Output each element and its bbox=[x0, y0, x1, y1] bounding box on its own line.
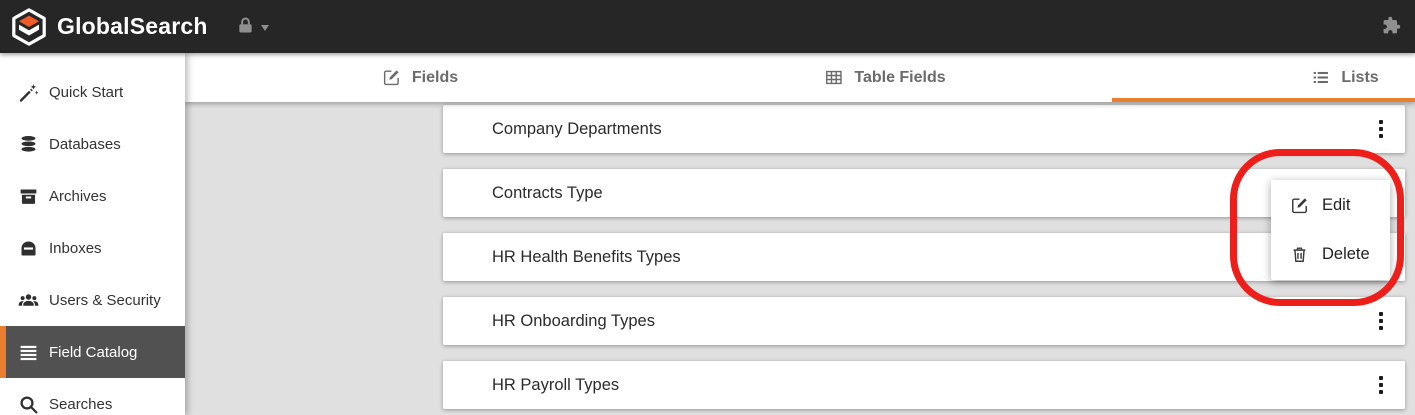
list-icon bbox=[1311, 68, 1330, 87]
sidebar: Quick Start Databases Archives bbox=[0, 53, 185, 415]
wand-icon bbox=[18, 82, 39, 103]
list-item-label: HR Payroll Types bbox=[492, 375, 620, 394]
tab-label: Table Fields bbox=[854, 68, 946, 86]
menu-item-delete[interactable]: Delete bbox=[1271, 230, 1390, 279]
sidebar-item-label: Quick Start bbox=[49, 83, 124, 101]
menu-item-label: Delete bbox=[1322, 245, 1370, 263]
sidebar-item-users-security[interactable]: Users & Security bbox=[0, 274, 185, 326]
lock-icon bbox=[235, 15, 256, 39]
tab-table-fields[interactable]: Table Fields bbox=[824, 53, 946, 102]
row-menu-button[interactable] bbox=[1367, 111, 1395, 147]
list-item[interactable]: HR Onboarding Types bbox=[443, 297, 1405, 345]
inbox-icon bbox=[18, 238, 39, 259]
sidebar-item-label: Archives bbox=[49, 187, 107, 205]
edit-icon bbox=[382, 68, 401, 87]
topbar: GlobalSearch bbox=[0, 0, 1415, 53]
list-item-label: Contracts Type bbox=[492, 183, 603, 202]
table-icon bbox=[824, 68, 843, 87]
sidebar-item-label: Users & Security bbox=[49, 291, 161, 309]
lock-menu-button[interactable] bbox=[235, 15, 269, 39]
list-item-label: HR Health Benefits Types bbox=[492, 247, 681, 266]
active-tab-indicator bbox=[1112, 98, 1415, 102]
list-item[interactable]: HR Health Benefits Types bbox=[443, 233, 1405, 281]
menu-item-label: Edit bbox=[1322, 196, 1351, 214]
sidebar-item-quick-start[interactable]: Quick Start bbox=[0, 66, 185, 118]
edit-icon bbox=[1290, 196, 1309, 215]
caret-down-icon bbox=[260, 25, 269, 31]
list-icon bbox=[18, 342, 39, 363]
sidebar-item-label: Databases bbox=[49, 135, 121, 153]
users-icon bbox=[18, 290, 39, 311]
menu-item-edit[interactable]: Edit bbox=[1271, 181, 1390, 230]
list-item[interactable]: Company Departments bbox=[443, 105, 1405, 153]
lists-panel: Company Departments Contracts Type HR He… bbox=[185, 102, 1415, 415]
tabbar: Fields Table Fields Lists bbox=[185, 53, 1415, 102]
brand[interactable]: GlobalSearch bbox=[10, 7, 208, 46]
list-item-label: HR Onboarding Types bbox=[492, 311, 655, 330]
list-item[interactable]: HR Payroll Types bbox=[443, 361, 1405, 409]
sidebar-item-field-catalog[interactable]: Field Catalog bbox=[0, 326, 185, 378]
context-menu: Edit Delete bbox=[1271, 180, 1390, 280]
tab-fields[interactable]: Fields bbox=[382, 53, 458, 102]
row-menu-button[interactable] bbox=[1367, 367, 1395, 403]
trash-icon bbox=[1290, 245, 1309, 264]
row-menu-button[interactable] bbox=[1367, 303, 1395, 339]
search-icon bbox=[18, 394, 39, 415]
sidebar-item-label: Inboxes bbox=[49, 239, 102, 257]
sidebar-item-label: Field Catalog bbox=[49, 343, 138, 361]
database-icon bbox=[18, 134, 39, 155]
sidebar-item-searches[interactable]: Searches bbox=[0, 378, 185, 415]
tab-label: Lists bbox=[1341, 68, 1379, 86]
tab-lists[interactable]: Lists bbox=[1311, 53, 1379, 102]
extensions-button[interactable] bbox=[1382, 16, 1401, 38]
sidebar-item-archives[interactable]: Archives bbox=[0, 170, 185, 222]
brand-name: GlobalSearch bbox=[57, 13, 208, 39]
tab-label: Fields bbox=[411, 68, 459, 86]
sidebar-item-inboxes[interactable]: Inboxes bbox=[0, 222, 185, 274]
archive-icon bbox=[18, 186, 39, 207]
list-item[interactable]: Contracts Type bbox=[443, 169, 1405, 217]
list-item-label: Company Departments bbox=[492, 119, 662, 138]
puzzle-icon bbox=[1382, 16, 1401, 38]
sidebar-item-databases[interactable]: Databases bbox=[0, 118, 185, 170]
globalsearch-logo-icon bbox=[10, 7, 48, 46]
sidebar-item-label: Searches bbox=[49, 395, 113, 413]
